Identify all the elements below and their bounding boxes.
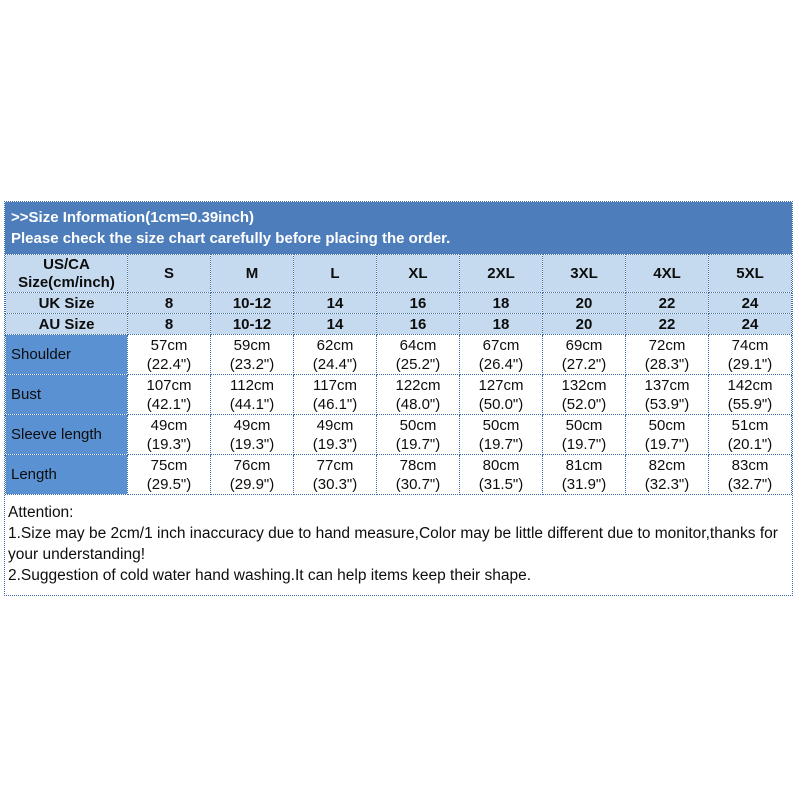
measure-cell: 78cm (30.7") — [376, 454, 460, 495]
attention-title: Attention: — [8, 504, 74, 521]
au-size-cell: 16 — [376, 313, 460, 335]
measure-cell: 50cm (19.7") — [542, 414, 626, 455]
measure-cell: 76cm (29.9") — [210, 454, 294, 495]
measure-cell: 51cm (20.1") — [708, 414, 792, 455]
measurement-row-length: Length 75cm (29.5") 76cm (29.9") 77cm (3… — [5, 454, 792, 495]
uk-size-cell: 10-12 — [210, 292, 294, 314]
size-header: M — [210, 254, 294, 293]
au-size-cell: 14 — [293, 313, 377, 335]
measure-cell: 49cm (19.3") — [210, 414, 294, 455]
uk-size-cell: 16 — [376, 292, 460, 314]
measure-label: Shoulder — [5, 334, 128, 375]
size-header: 3XL — [542, 254, 626, 293]
measure-label: Bust — [5, 374, 128, 415]
measure-label: Length — [5, 454, 128, 495]
measure-cell: 57cm (22.4") — [127, 334, 211, 375]
measure-cell: 82cm (32.3") — [625, 454, 709, 495]
size-header: 2XL — [459, 254, 543, 293]
measure-cell: 67cm (26.4") — [459, 334, 543, 375]
size-header: XL — [376, 254, 460, 293]
measure-cell: 74cm (29.1") — [708, 334, 792, 375]
measurement-row-bust: Bust 107cm (42.1") 112cm (44.1") 117cm (… — [5, 374, 792, 415]
uk-size-cell: 18 — [459, 292, 543, 314]
measure-cell: 107cm (42.1") — [127, 374, 211, 415]
measure-cell: 77cm (30.3") — [293, 454, 377, 495]
uk-size-cell: 22 — [625, 292, 709, 314]
measure-cell: 49cm (19.3") — [127, 414, 211, 455]
measure-cell: 50cm (19.7") — [625, 414, 709, 455]
au-size-cell: 10-12 — [210, 313, 294, 335]
uk-size-row: UK Size 8 10-12 14 16 18 20 22 24 — [5, 292, 792, 314]
us-ca-size-header: US/CA Size(cm/inch) — [5, 254, 128, 293]
measure-cell: 81cm (31.9") — [542, 454, 626, 495]
au-size-cell: 22 — [625, 313, 709, 335]
measure-cell: 117cm (46.1") — [293, 374, 377, 415]
uk-size-cell: 24 — [708, 292, 792, 314]
au-size-label: AU Size — [5, 313, 128, 335]
measure-cell: 50cm (19.7") — [376, 414, 460, 455]
uk-size-cell: 14 — [293, 292, 377, 314]
measure-cell: 132cm (52.0") — [542, 374, 626, 415]
au-size-cell: 24 — [708, 313, 792, 335]
size-header-row: US/CA Size(cm/inch) S M L XL 2XL 3XL 4XL… — [5, 254, 792, 293]
measure-cell: 137cm (53.9") — [625, 374, 709, 415]
au-size-row: AU Size 8 10-12 14 16 18 20 22 24 — [5, 313, 792, 335]
measure-cell: 112cm (44.1") — [210, 374, 294, 415]
uk-size-cell: 8 — [127, 292, 211, 314]
measure-cell: 62cm (24.4") — [293, 334, 377, 375]
title-bar: >>Size Information(1cm=0.39inch) Please … — [5, 202, 792, 254]
measure-cell: 69cm (27.2") — [542, 334, 626, 375]
size-info-title: >>Size Information(1cm=0.39inch) — [11, 209, 254, 226]
measure-cell: 127cm (50.0") — [459, 374, 543, 415]
measurement-row-shoulder: Shoulder 57cm (22.4") 59cm (23.2") 62cm … — [5, 334, 792, 375]
measure-label: Sleeve length — [5, 414, 128, 455]
measure-cell: 80cm (31.5") — [459, 454, 543, 495]
size-header: 5XL — [708, 254, 792, 293]
size-info-subtitle: Please check the size chart carefully be… — [11, 230, 451, 247]
size-chart-panel: >>Size Information(1cm=0.39inch) Please … — [4, 201, 793, 596]
measure-cell: 72cm (28.3") — [625, 334, 709, 375]
size-header: L — [293, 254, 377, 293]
attention-note-2: 2.Suggestion of cold water hand washing.… — [8, 567, 532, 584]
uk-size-label: UK Size — [5, 292, 128, 314]
measure-cell: 64cm (25.2") — [376, 334, 460, 375]
measurement-row-sleeve: Sleeve length 49cm (19.3") 49cm (19.3") … — [5, 414, 792, 455]
measure-cell: 122cm (48.0") — [376, 374, 460, 415]
measure-cell: 50cm (19.7") — [459, 414, 543, 455]
uk-size-cell: 20 — [542, 292, 626, 314]
au-size-cell: 20 — [542, 313, 626, 335]
size-header: S — [127, 254, 211, 293]
measure-cell: 75cm (29.5") — [127, 454, 211, 495]
attention-note-1: 1.Size may be 2cm/1 inch inaccuracy due … — [8, 525, 778, 563]
attention-note: Attention: 1.Size may be 2cm/1 inch inac… — [5, 495, 792, 595]
measure-cell: 59cm (23.2") — [210, 334, 294, 375]
measure-cell: 83cm (32.7") — [708, 454, 792, 495]
measure-cell: 142cm (55.9") — [708, 374, 792, 415]
au-size-cell: 8 — [127, 313, 211, 335]
size-table: US/CA Size(cm/inch) S M L XL 2XL 3XL 4XL… — [5, 254, 792, 495]
size-header: 4XL — [625, 254, 709, 293]
measure-cell: 49cm (19.3") — [293, 414, 377, 455]
au-size-cell: 18 — [459, 313, 543, 335]
